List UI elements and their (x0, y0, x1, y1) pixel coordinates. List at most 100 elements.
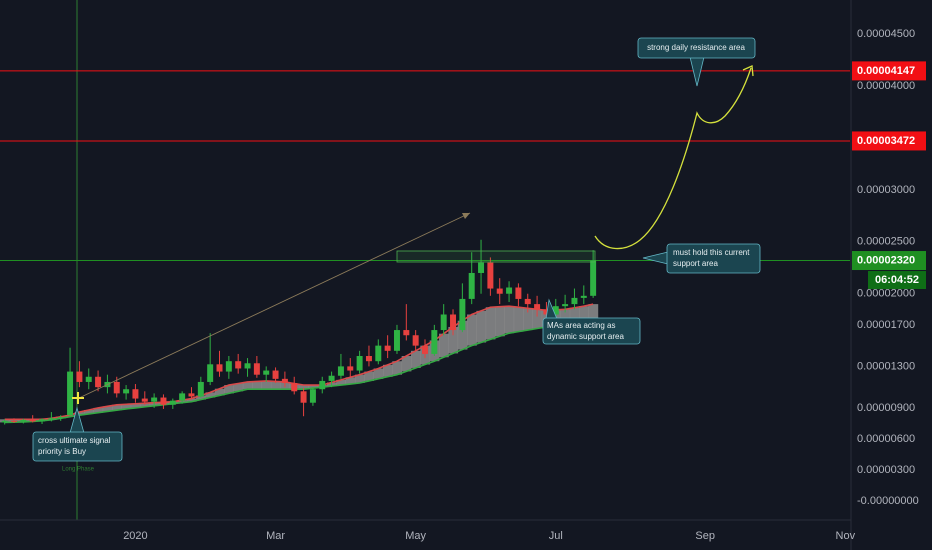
ma-band-segment (364, 371, 375, 381)
callout-box (666, 243, 761, 274)
y-tick-label: 0.00000900 (857, 402, 915, 414)
ma-band-segment (270, 381, 281, 390)
candle-body (57, 417, 64, 419)
price-label-bg (852, 131, 926, 151)
candles (1, 239, 597, 425)
ma-band-segment (93, 407, 104, 413)
callout-box (32, 431, 123, 462)
candle-body (207, 364, 214, 382)
candle-body (253, 363, 260, 375)
candle-body (487, 262, 494, 289)
ma-band-segment (224, 385, 234, 394)
ma-band-segment (401, 356, 412, 372)
candle-body (515, 287, 522, 299)
x-tick-label: Nov (836, 530, 856, 542)
ma-band-segment (382, 364, 393, 377)
callout-text: MAs area acting as (547, 321, 615, 330)
ma-band-segment (261, 380, 272, 390)
candle-body (590, 260, 597, 296)
callout-text: must hold this current (673, 248, 750, 257)
candle-body (365, 356, 372, 362)
candle-body (20, 419, 27, 422)
y-tick-label: 0.00004000 (857, 80, 915, 92)
candle-body (263, 370, 270, 375)
candle-body (76, 371, 83, 382)
candle-body (39, 419, 46, 422)
candle-body (48, 418, 55, 420)
candle-body (524, 298, 531, 305)
callout-box (637, 37, 756, 59)
phase-label: Long Phase (62, 467, 95, 473)
candle-body (123, 389, 130, 394)
ma-band-segment (457, 320, 468, 350)
ma-band-segment (410, 350, 421, 368)
candle-body (11, 420, 17, 422)
ma-band-segment (121, 404, 132, 409)
ma-band-segment (476, 310, 487, 343)
candle-body (300, 391, 307, 403)
y-tick-label: 0.00004500 (857, 28, 915, 40)
callout-text: dynamic support area (547, 332, 624, 341)
candle-body (384, 345, 391, 351)
candle-body (151, 397, 158, 402)
countdown-bg (868, 271, 926, 290)
drawings: strong daily resistance area must hold t… (32, 37, 761, 473)
y-tick-label: 0.00002000 (857, 288, 915, 300)
ma-band-segment (513, 307, 524, 332)
ma-band-segment (439, 333, 449, 358)
candle-body (188, 393, 195, 397)
ma-band-segment (130, 403, 141, 408)
x-tick-label: May (405, 530, 426, 542)
candle-body (534, 304, 541, 310)
candle-body (506, 287, 513, 294)
y-tick-label: 0.00001700 (857, 319, 915, 331)
candle-body (328, 375, 335, 381)
ma-band-segment (485, 307, 496, 340)
y-tick-label: 0.00000600 (857, 433, 915, 445)
candle-body (160, 397, 167, 405)
candle-body (95, 376, 102, 388)
candle-body (393, 330, 400, 351)
candle-body (197, 381, 204, 397)
candle-body (562, 304, 569, 307)
candle-body (225, 361, 232, 372)
ma-band-segment (392, 361, 403, 375)
candle-body (132, 389, 139, 399)
ma-band-segment (354, 374, 365, 383)
ma-band-segment (214, 388, 225, 396)
ma-band-segment (233, 383, 244, 392)
ma-band-segment (448, 326, 459, 354)
candle-body (309, 389, 316, 403)
candle-body (169, 400, 176, 405)
candle-body (272, 370, 279, 379)
candle-body (412, 335, 419, 346)
ma-band-segment (579, 306, 589, 323)
candle-body (459, 298, 466, 331)
candle-body (580, 295, 587, 298)
y-tick-label: 0.00003000 (857, 184, 915, 196)
trend-arrow (462, 213, 470, 219)
ma-band-segment (140, 403, 150, 407)
callout-text: support area (673, 259, 718, 268)
candle-body (431, 330, 438, 354)
price-label-bg (852, 251, 926, 271)
candle-body (571, 297, 578, 305)
ma-band-segment (336, 379, 347, 386)
ma-band-segment (186, 398, 197, 402)
candle-body (67, 371, 74, 416)
ma-band-segment (569, 307, 580, 324)
candle-body (29, 419, 36, 422)
y-tick-label: 0.00000300 (857, 464, 915, 476)
ma-band-segment (298, 385, 309, 390)
ma-band-segment (532, 309, 543, 329)
ma-band-segment (467, 314, 477, 346)
ma-band-segment (345, 377, 356, 385)
callout-box (542, 317, 641, 345)
x-tick-label: Sep (695, 530, 715, 542)
ma-band-segment (252, 381, 262, 390)
candle-body (450, 314, 457, 331)
ma-band-segment (205, 392, 216, 398)
ma-band-segment (504, 306, 515, 334)
candle-body (440, 314, 447, 331)
